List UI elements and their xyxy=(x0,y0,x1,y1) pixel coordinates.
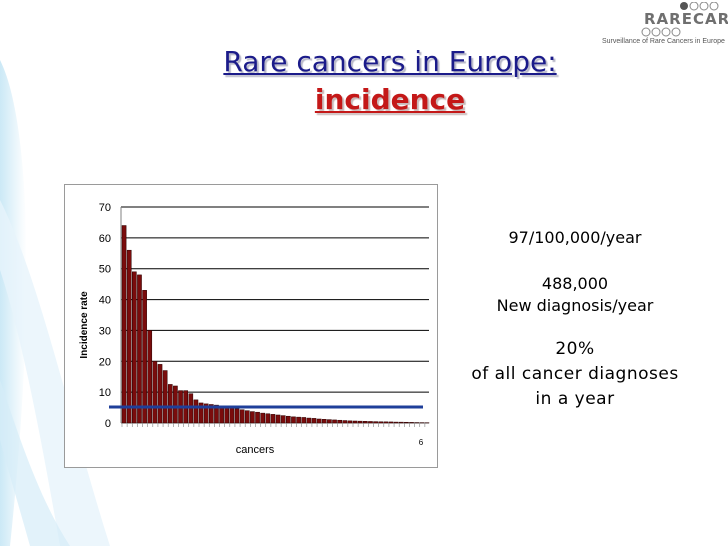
bar xyxy=(209,404,214,424)
stat-percent-label-2: in a year xyxy=(535,389,615,409)
bar xyxy=(132,271,137,424)
y-tick-label: 60 xyxy=(99,233,111,245)
y-tick-label: 20 xyxy=(99,356,111,368)
bar xyxy=(152,361,158,424)
bar xyxy=(383,421,389,424)
bar xyxy=(214,404,219,424)
bar xyxy=(301,417,307,424)
stats-panel: 97/100,000/year 488,000 New diagnosis/ye… xyxy=(450,228,700,412)
y-tick-label: 40 xyxy=(99,295,111,307)
bar xyxy=(291,416,296,424)
bar xyxy=(306,417,312,424)
bar xyxy=(270,414,276,424)
bar xyxy=(363,421,368,424)
bar xyxy=(121,225,127,424)
bar xyxy=(167,384,173,424)
chart-container: 0 10 20 30 40 50 60 70 6 cancers Incidence rate xyxy=(64,184,438,468)
bar xyxy=(255,411,260,424)
stat-diagnoses-count: 488,000 xyxy=(541,274,609,293)
threshold-label: 6 xyxy=(419,438,424,447)
bar xyxy=(239,409,245,424)
bar xyxy=(234,408,240,424)
stat-diagnoses-label: New diagnosis/year xyxy=(496,296,654,315)
stat-percent-value: 20% xyxy=(555,339,595,359)
bar xyxy=(137,274,142,424)
y-tick-label: 70 xyxy=(99,202,111,214)
stat-percent: 20% of all cancer diagnoses in a year xyxy=(450,337,700,412)
title-line-2: incidence xyxy=(314,83,466,116)
logo-subtitle: Surveillance of Rare Cancers in Europe xyxy=(602,38,725,45)
logo-name: RARECARE xyxy=(644,10,728,28)
y-tick-label: 10 xyxy=(99,387,111,399)
bar xyxy=(265,413,271,424)
bar xyxy=(219,405,224,424)
bar xyxy=(409,422,414,424)
y-axis-title: Incidence rate xyxy=(79,291,90,359)
bar xyxy=(332,419,337,424)
bar xyxy=(286,415,291,424)
rarecare-logo: RARECARE Surveillance of Rare Cancers in… xyxy=(596,2,728,48)
bar xyxy=(260,412,265,424)
bar xyxy=(342,420,348,424)
logo-circles-icon xyxy=(641,2,719,37)
bar xyxy=(388,421,394,424)
bar xyxy=(316,418,322,424)
bar xyxy=(173,385,178,424)
bar xyxy=(244,410,250,424)
bar xyxy=(275,414,281,424)
slide-title: Rare cancers in Europe: incidence xyxy=(140,44,640,120)
bar xyxy=(398,421,404,424)
bar xyxy=(162,370,168,424)
y-tick-label: 30 xyxy=(99,325,111,337)
bar xyxy=(224,406,230,424)
bar xyxy=(203,403,209,424)
y-tick-label: 50 xyxy=(99,264,111,276)
stat-percent-label-1: of all cancer diagnoses xyxy=(471,364,679,384)
bar xyxy=(311,418,317,424)
bar xyxy=(126,249,132,424)
incidence-bar-chart: 0 10 20 30 40 50 60 70 6 cancers Incidence rate xyxy=(79,202,430,456)
bar xyxy=(296,416,301,424)
x-axis-title: cancers xyxy=(236,444,275,456)
y-tick-label: 0 xyxy=(105,418,111,430)
bar xyxy=(198,402,204,424)
bar xyxy=(404,421,409,424)
bar xyxy=(393,421,399,424)
bar xyxy=(337,419,342,424)
bar xyxy=(373,421,378,424)
bar xyxy=(157,364,163,424)
bar xyxy=(193,399,199,424)
bar xyxy=(250,411,255,424)
bar xyxy=(347,420,353,424)
bar xyxy=(321,419,327,424)
bar xyxy=(368,421,373,424)
bar xyxy=(352,420,358,424)
bar xyxy=(142,290,147,424)
bar xyxy=(229,407,235,424)
bar xyxy=(357,420,363,424)
stat-rate: 97/100,000/year xyxy=(508,228,642,247)
bar xyxy=(280,415,286,424)
title-line-1: Rare cancers in Europe: xyxy=(223,45,557,78)
stat-diagnoses: 488,000 New diagnosis/year xyxy=(450,273,700,317)
bar xyxy=(327,419,332,424)
bar xyxy=(378,421,384,424)
bar xyxy=(147,330,153,424)
